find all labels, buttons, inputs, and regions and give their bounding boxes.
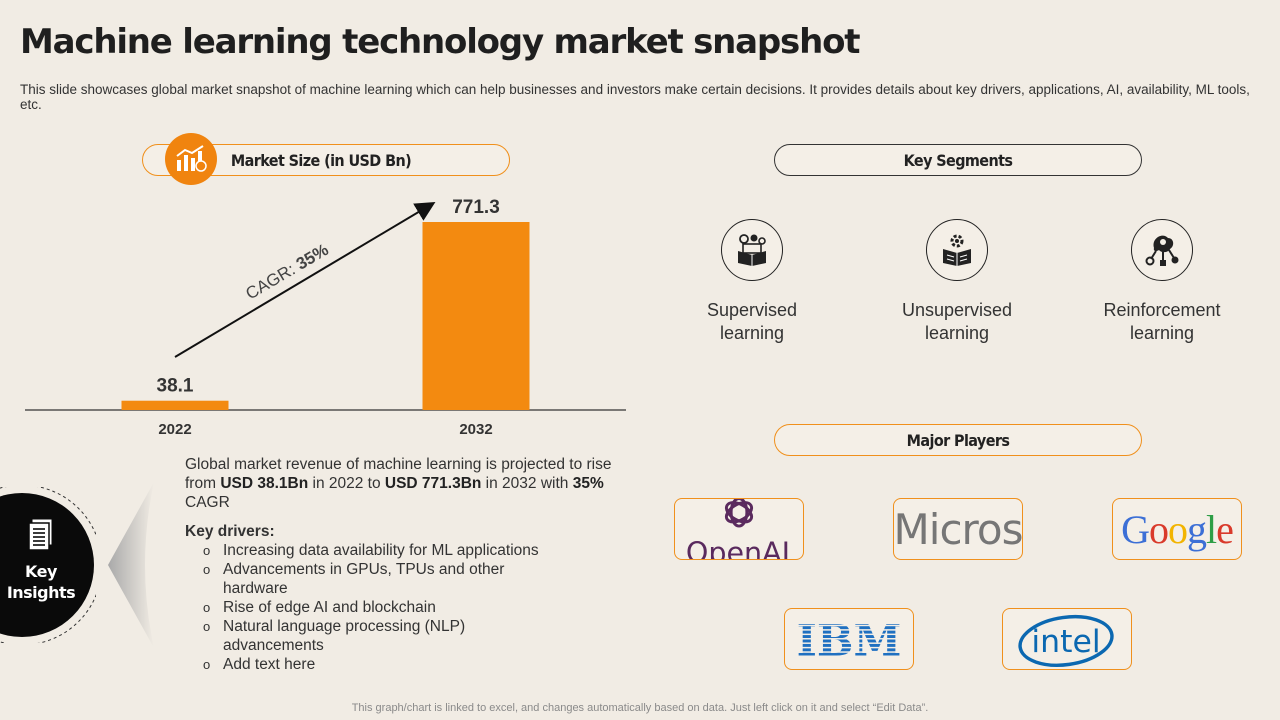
market-size-label: Market Size (in USD Bn) xyxy=(230,150,412,170)
segment-unsupervised: Unsupervised learning xyxy=(882,219,1032,345)
drivers-list: Increasing data availability for ML appl… xyxy=(203,541,615,674)
footer-note: This graph/chart is linked to excel, and… xyxy=(351,702,929,714)
key-insights-label: Key Insights xyxy=(0,561,82,603)
bar-chart-icon xyxy=(165,133,217,185)
player-ibm-logo: IBM xyxy=(784,608,914,670)
player-google-logo: Google xyxy=(1112,498,1242,560)
bar-2022 xyxy=(121,400,229,410)
driver-item: Add text here xyxy=(203,655,533,674)
insights-text: Global market revenue of machine learnin… xyxy=(185,455,615,674)
driver-item: Natural language processing (NLP) advanc… xyxy=(203,617,503,655)
brain-network-icon xyxy=(1131,219,1193,281)
value-label-2032: 771.3 xyxy=(452,197,500,218)
major-players-label: Major Players xyxy=(906,430,1010,450)
summary-value: USD 771.3Bn xyxy=(384,475,482,492)
player-name: IBM xyxy=(797,616,902,667)
player-name: Google xyxy=(1121,506,1234,553)
google-letter: o xyxy=(1168,506,1188,552)
player-name: OpenAI xyxy=(686,535,790,560)
summary-part: in 2022 to xyxy=(308,475,385,492)
google-letter: l xyxy=(1206,506,1217,552)
segment-reinforcement: Reinforcement learning xyxy=(1087,219,1237,345)
key-insights-line2: Insights xyxy=(6,583,76,602)
key-insights-badge xyxy=(0,487,96,643)
key-insights-line1: Key xyxy=(25,562,57,581)
segment-label-line2: learning xyxy=(924,323,990,343)
page-title: Machine learning technology market snaps… xyxy=(20,22,861,62)
major-players-pill: Major Players xyxy=(774,424,1142,456)
segment-supervised: Supervised learning xyxy=(677,219,827,345)
summary-part: Global market revenue of machine learnin… xyxy=(185,456,612,492)
summary-part: CAGR xyxy=(185,494,230,511)
book-gears-icon xyxy=(721,219,783,281)
segment-label-line1: Unsupervised xyxy=(901,300,1013,320)
driver-item: Rise of edge AI and blockchain xyxy=(203,598,533,617)
google-letter: e xyxy=(1216,506,1234,552)
page-subtitle: This slide showcases global market snaps… xyxy=(20,82,1250,112)
segment-label-line1: Reinforcement xyxy=(1103,300,1221,320)
book-gear-icon xyxy=(926,219,988,281)
key-insights-wedge xyxy=(108,482,154,648)
cagr-value: 35% xyxy=(293,240,332,274)
segment-label-line1: Supervised xyxy=(706,300,798,320)
key-segments-pill: Key Segments xyxy=(774,144,1142,176)
summary-value: USD 38.1Bn xyxy=(220,475,309,492)
google-letter: g xyxy=(1187,506,1207,552)
insights-summary: Global market revenue of machine learnin… xyxy=(185,455,615,512)
category-label-2032: 2032 xyxy=(459,421,492,438)
google-letter: G xyxy=(1121,506,1150,552)
value-label-2022: 38.1 xyxy=(157,376,194,397)
player-openai-logo: OpenAI xyxy=(674,498,804,560)
market-size-chart: CAGR: 35% 38.1 2022 771.3 2032 xyxy=(25,197,626,438)
document-icon xyxy=(26,518,56,552)
key-segments-label: Key Segments xyxy=(903,150,1013,170)
segment-label-line2: learning xyxy=(719,323,785,343)
cagr-arrow xyxy=(174,201,436,358)
category-label-2022: 2022 xyxy=(158,421,191,438)
summary-part: in 2032 with xyxy=(481,475,573,492)
segment-label-line2: learning xyxy=(1129,323,1195,343)
player-name: intel xyxy=(1031,624,1100,660)
drivers-title: Key drivers: xyxy=(185,523,275,540)
summary-value: 35% xyxy=(572,475,604,492)
driver-item: Advancements in GPUs, TPUs and other har… xyxy=(203,560,533,598)
cagr-prefix: CAGR: xyxy=(242,257,302,303)
player-intel-logo: intel xyxy=(1002,608,1132,670)
player-microsoft-logo: Micros xyxy=(893,498,1023,560)
player-name: Micros xyxy=(893,504,1023,554)
google-letter: o xyxy=(1149,506,1169,552)
bar-2032 xyxy=(422,222,530,410)
driver-item: Increasing data availability for ML appl… xyxy=(203,541,563,560)
